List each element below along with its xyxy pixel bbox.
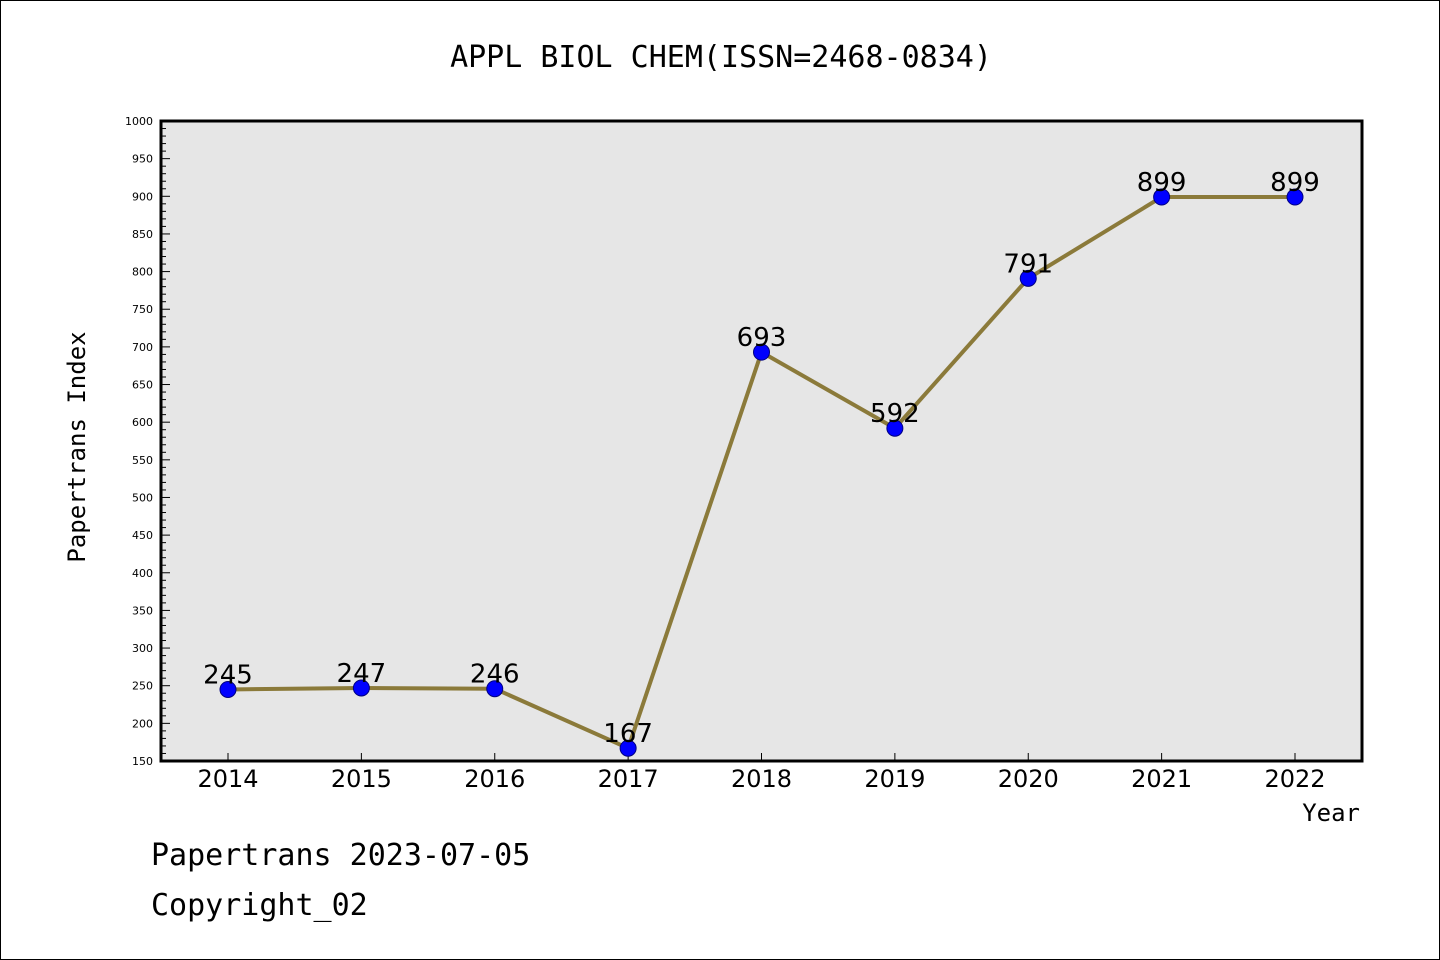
data-labels-group: 245 247 246 167 693 592 791 899 899 [203, 168, 1320, 749]
y-tick-label: 300 [132, 642, 153, 655]
y-tick-label: 500 [132, 491, 153, 504]
data-point-marker [753, 343, 770, 361]
y-tick-label: 450 [132, 529, 153, 542]
y-axis: 150 200 250 300 350 400 450 500 550 600 650 700 750 8… [125, 115, 170, 768]
data-point-marker [619, 739, 637, 757]
y-axis-title: Papertrans Index [63, 331, 91, 562]
data-label: 899 [1270, 168, 1320, 198]
y-tick-label: 850 [132, 228, 153, 241]
y-tick-label: 650 [132, 379, 153, 392]
data-point-marker [1019, 269, 1037, 287]
y-tick-label: 250 [132, 680, 153, 693]
plot-area [161, 121, 1362, 761]
y-tick-label: 950 [132, 153, 153, 166]
data-label: 791 [1003, 249, 1053, 279]
y-tick-label: 750 [132, 303, 153, 316]
data-point-marker [1286, 188, 1304, 206]
x-tick-label: 2018 [731, 765, 792, 793]
x-axis-title: Year [1302, 799, 1360, 827]
y-tick-label: 1000 [125, 115, 153, 128]
data-label: 899 [1137, 168, 1187, 198]
data-point-marker [219, 680, 237, 698]
y-tick-label: 900 [132, 190, 153, 203]
x-tick-label: 2017 [598, 765, 659, 793]
data-label: 245 [203, 660, 253, 690]
data-label: 167 [603, 719, 653, 749]
y-tick-label: 800 [132, 266, 153, 279]
y-tick-label: 150 [132, 755, 153, 768]
data-point-marker [352, 679, 370, 697]
x-tick-label: 2016 [464, 765, 525, 793]
markers-group [219, 188, 1304, 757]
data-label: 693 [737, 323, 787, 353]
footer-copyright-text: Copyright_02 [151, 888, 368, 923]
data-point-marker [486, 680, 504, 698]
plot-frame [159, 119, 1364, 763]
data-label: 246 [470, 660, 520, 690]
x-tick-label: 2020 [998, 765, 1059, 793]
x-tick-label: 2022 [1264, 765, 1325, 793]
x-tick-label: 2019 [864, 765, 925, 793]
y-tick-label: 600 [132, 416, 153, 429]
data-label: 247 [337, 659, 387, 689]
x-tick-label: 2015 [331, 765, 392, 793]
y-tick-label: 550 [132, 454, 153, 467]
y-tick-label: 200 [132, 717, 153, 730]
footer-date-text: Papertrans 2023-07-05 [151, 838, 530, 873]
y-tick-label: 700 [132, 341, 153, 354]
y-tick-label: 400 [132, 567, 153, 580]
data-label: 592 [870, 399, 920, 429]
x-axis: 2014 2015 2016 2017 2018 2019 2020 2021 2022 [197, 753, 1326, 793]
chart-title: APPL BIOL CHEM(ISSN=2468-0834) [450, 40, 992, 75]
x-tick-label: 2014 [197, 765, 258, 793]
data-point-marker [886, 419, 904, 437]
x-tick-label: 2021 [1131, 765, 1192, 793]
y-tick-label: 350 [132, 604, 153, 617]
data-point-marker [1153, 188, 1171, 206]
